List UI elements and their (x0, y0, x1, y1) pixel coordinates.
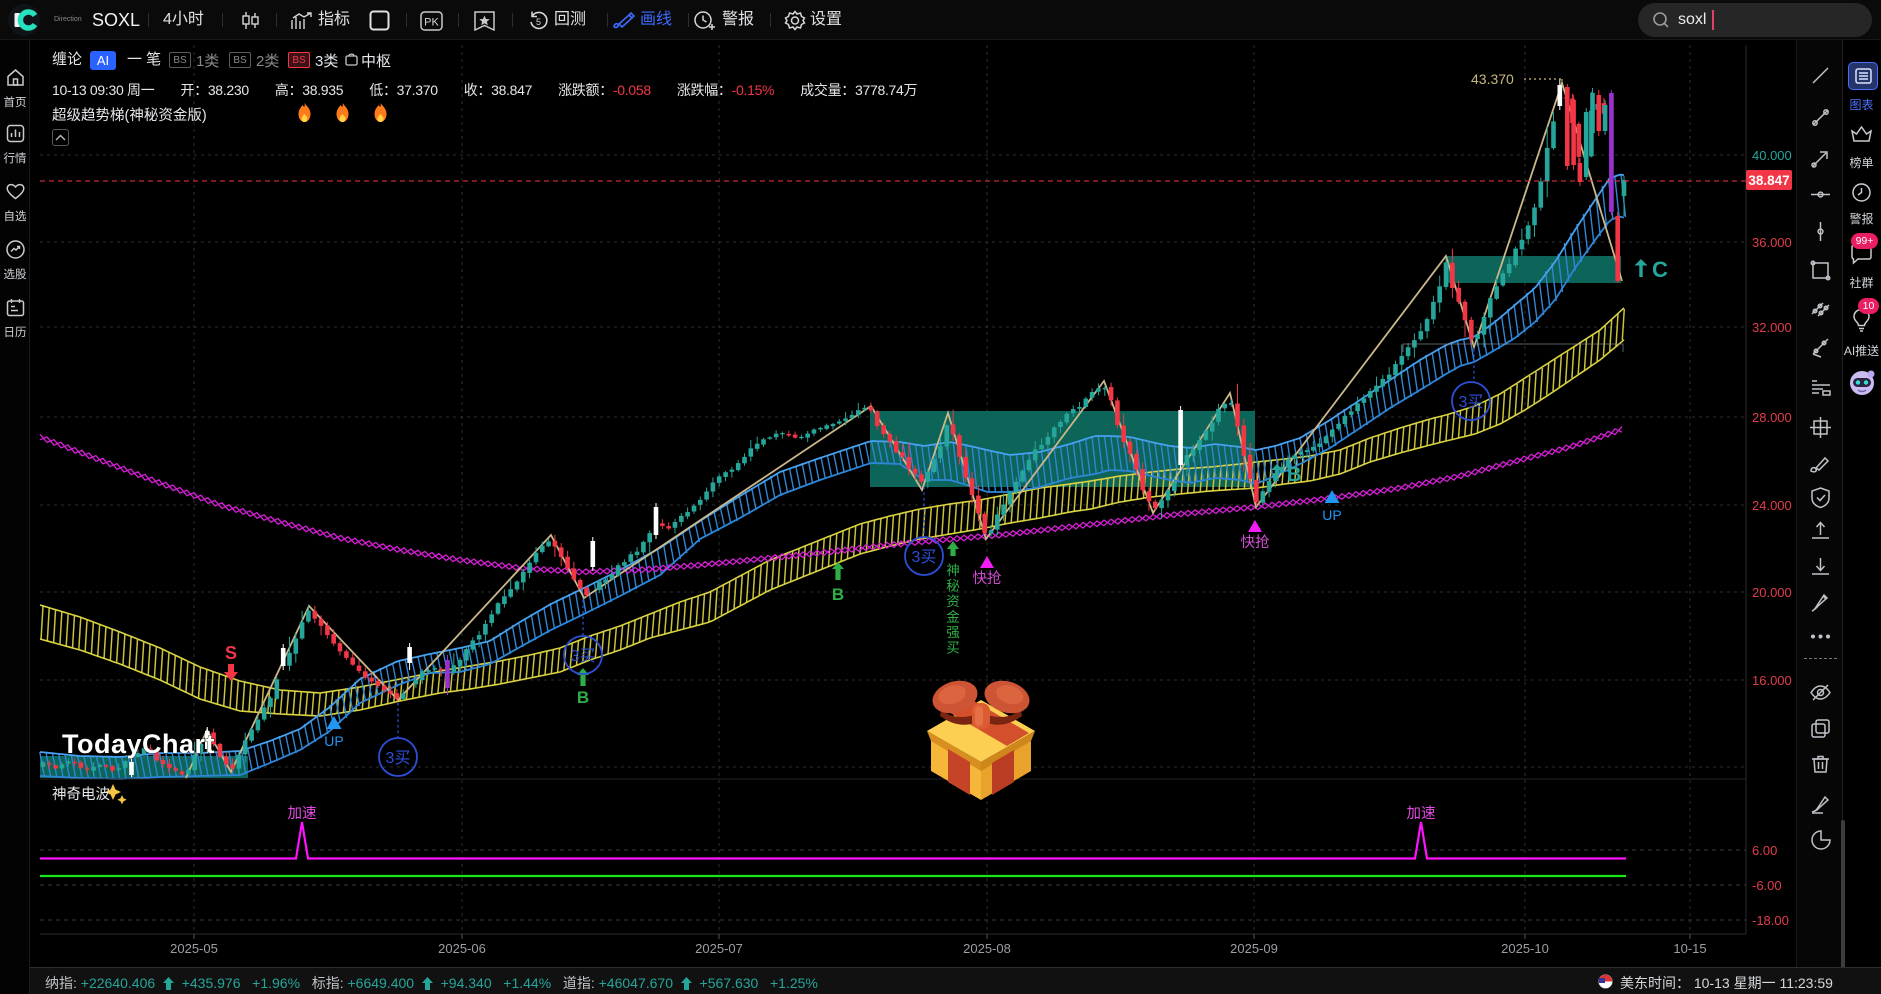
svg-text:S: S (225, 643, 237, 663)
svg-text:-6.00: -6.00 (1752, 878, 1782, 893)
svg-text:快抢: 快抢 (973, 569, 1002, 587)
svg-text:B: B (832, 585, 844, 604)
svg-text:秘: 秘 (946, 579, 960, 594)
svg-text:B: B (1287, 464, 1301, 486)
svg-text:5: 5 (536, 17, 541, 27)
svg-text:24.000: 24.000 (1752, 498, 1792, 513)
svg-text:资: 资 (946, 594, 960, 609)
svg-text:买: 买 (946, 641, 960, 656)
svg-text:38.847: 38.847 (1748, 173, 1789, 188)
svg-text:3买: 3买 (1459, 393, 1484, 411)
svg-text:32.000: 32.000 (1752, 320, 1792, 335)
svg-text:2025-10: 2025-10 (1501, 941, 1549, 956)
svg-text:36.000: 36.000 (1752, 235, 1792, 250)
svg-text:16.000: 16.000 (1752, 673, 1792, 688)
svg-text:PK: PK (424, 17, 439, 29)
svg-text:快抢: 快抢 (1241, 533, 1270, 551)
svg-text:2025-09: 2025-09 (1230, 941, 1278, 956)
svg-text:43.370: 43.370 (1471, 71, 1514, 87)
svg-text:2025-05: 2025-05 (170, 941, 218, 956)
svg-text:UP: UP (324, 733, 343, 749)
svg-text:6.00: 6.00 (1752, 843, 1777, 858)
svg-text:C: C (1652, 257, 1668, 282)
svg-text:10-15: 10-15 (1673, 941, 1706, 956)
svg-text:2025-06: 2025-06 (438, 941, 486, 956)
svg-text:UP: UP (1322, 507, 1341, 523)
svg-text:40.000: 40.000 (1752, 148, 1792, 163)
svg-text:金: 金 (946, 610, 960, 625)
svg-text:3买: 3买 (912, 548, 937, 566)
svg-text:20.000: 20.000 (1752, 585, 1792, 600)
svg-text:加速: 加速 (1407, 805, 1436, 822)
svg-text:TodayChart: TodayChart (62, 729, 215, 759)
svg-text:3买: 3买 (386, 749, 411, 767)
svg-text:2025-07: 2025-07 (695, 941, 743, 956)
svg-text:3买: 3买 (571, 647, 596, 665)
svg-text:强: 强 (946, 625, 960, 640)
svg-text:神: 神 (946, 563, 960, 578)
svg-text:B: B (577, 688, 589, 707)
svg-text:加速: 加速 (288, 805, 317, 822)
svg-text:2025-08: 2025-08 (963, 941, 1011, 956)
svg-text:-18.00: -18.00 (1752, 913, 1789, 928)
svg-text:28.000: 28.000 (1752, 410, 1792, 425)
